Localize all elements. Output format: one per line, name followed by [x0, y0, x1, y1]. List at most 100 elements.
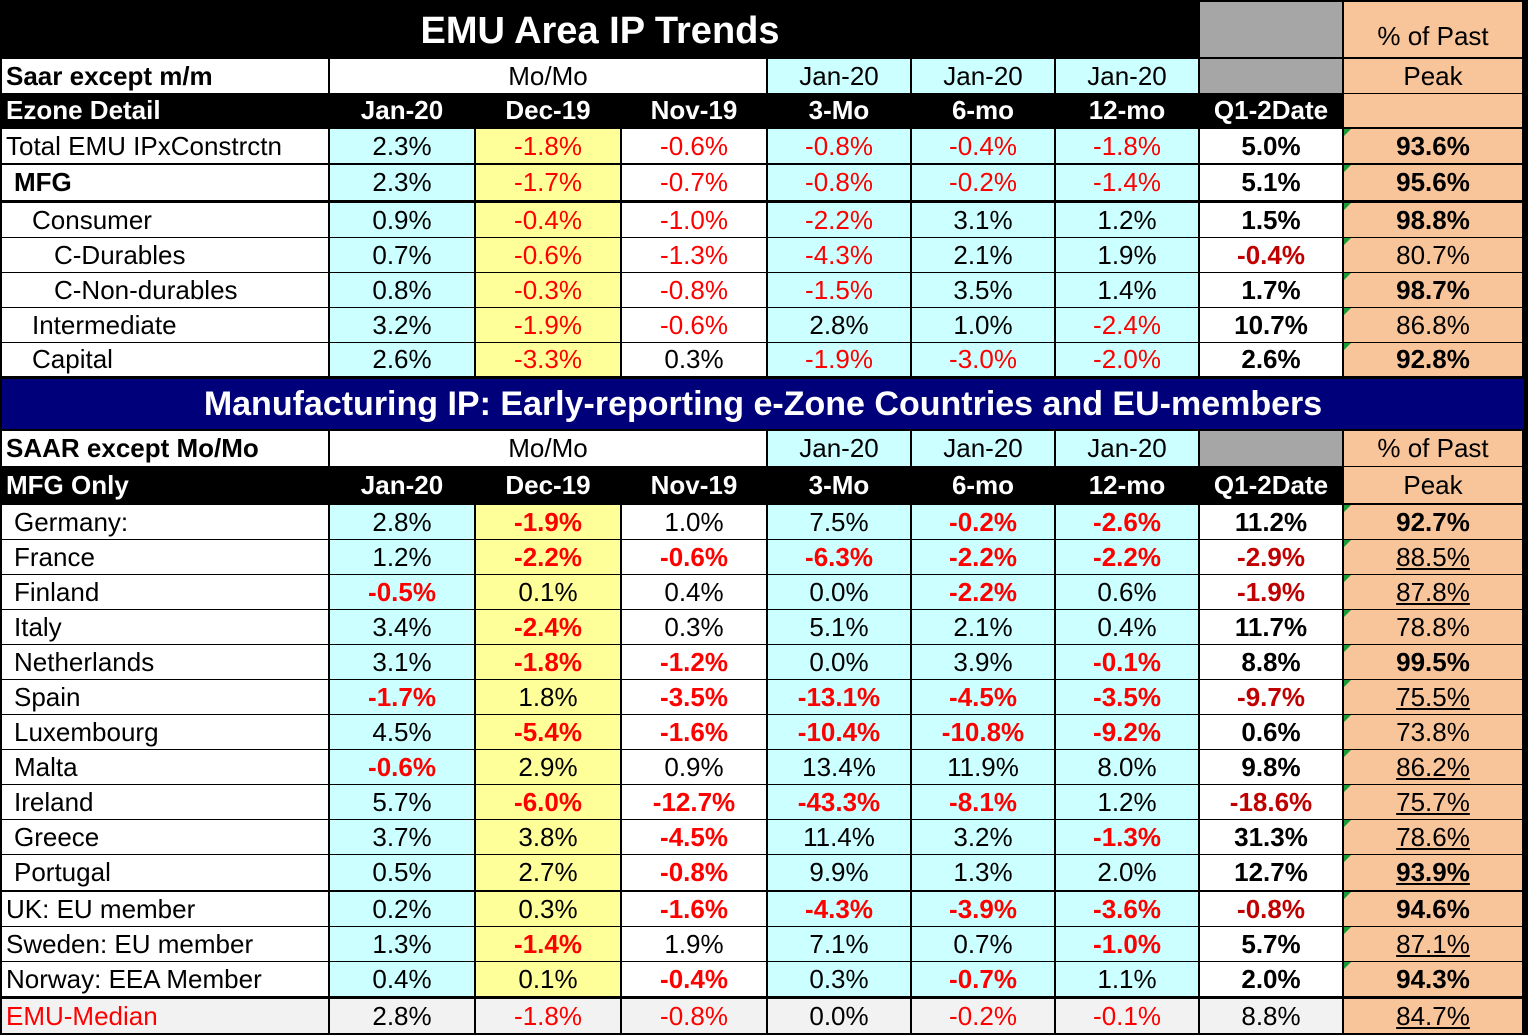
pct-past-header: % of Past: [1344, 2, 1522, 57]
value-cell: -0.2%: [912, 165, 1054, 200]
value-cell: -0.4%: [476, 203, 620, 237]
value-cell: 0.4%: [330, 962, 474, 996]
gray-box: [1200, 431, 1342, 466]
value-cell: -0.7%: [912, 962, 1054, 996]
value-cell: -0.6%: [330, 750, 474, 784]
peak-header-2: Peak: [1344, 467, 1522, 503]
value-cell: -12.7%: [622, 785, 766, 819]
value-cell: 0.6%: [1200, 715, 1342, 749]
green-triangle-icon: [1344, 645, 1351, 652]
green-triangle-icon: [1344, 308, 1351, 315]
value-cell: 0.9%: [622, 750, 766, 784]
table-row: Norway: EEA Member 0.4% 0.1% -0.4% 0.3% -0.7%…: [0, 962, 1528, 996]
gray-box: [1200, 2, 1342, 57]
value-cell: 2.6%: [1200, 343, 1342, 376]
hdr2-label: MFG Only: [2, 467, 328, 503]
peak-cell: 95.6%: [1344, 165, 1522, 200]
header-row-2: MFG Only Jan-20 Dec-19 Nov-19 3-Mo 6-mo 12-mo Q…: [0, 467, 1528, 503]
value-cell: 0.1%: [476, 575, 620, 609]
value-cell: 3.7%: [330, 820, 474, 854]
median-value: 2.8%: [330, 999, 474, 1033]
value-cell: 2.3%: [330, 129, 474, 163]
peak-cell: 80.7%: [1344, 238, 1522, 272]
country-label: Norway: EEA Member: [2, 962, 328, 996]
value-cell: -0.1%: [1056, 645, 1198, 679]
value-cell: 1.9%: [622, 927, 766, 961]
table-row: Germany: 2.8% -1.9% 1.0% 7.5% -0.2% -2.6% 11.2%…: [0, 505, 1528, 539]
header-row-1: SAAR except Mo/Mo Mo/Mo Jan-20 Jan-20 Jan-20…: [0, 431, 1528, 466]
value-cell: 3.2%: [912, 820, 1054, 854]
value-cell: 0.3%: [622, 343, 766, 376]
table-row: Portugal 0.5% 2.7% -0.8% 9.9% 1.3% 2.0% 12.7% 93…: [0, 855, 1528, 890]
green-triangle-icon: [1344, 575, 1351, 582]
peak-cell: 88.5%: [1344, 540, 1522, 574]
value-cell: 1.3%: [330, 927, 474, 961]
value-cell: -1.6%: [622, 892, 766, 926]
value-cell: -18.6%: [1200, 785, 1342, 819]
row-label: C-Durables: [2, 238, 328, 272]
green-triangle-icon: [1344, 273, 1351, 280]
value-cell: -2.9%: [1200, 540, 1342, 574]
value-cell: 1.8%: [476, 680, 620, 714]
peak-cell: 73.8%: [1344, 715, 1522, 749]
value-cell: -0.4%: [622, 962, 766, 996]
value-cell: -2.6%: [1056, 505, 1198, 539]
row-label: Capital: [2, 343, 328, 376]
value-cell: 3.5%: [912, 273, 1054, 307]
green-triangle-icon: [1344, 927, 1351, 934]
value-cell: 0.4%: [622, 575, 766, 609]
value-cell: -1.6%: [622, 715, 766, 749]
value-cell: -1.9%: [476, 308, 620, 342]
green-triangle-icon: [1344, 238, 1351, 245]
top-title-row: EMU Area IP Trends % of Past: [0, 2, 1528, 57]
value-cell: -10.4%: [768, 715, 910, 749]
value-cell: 5.1%: [768, 610, 910, 644]
pct-past-header-2: % of Past: [1344, 431, 1522, 466]
median-value: 0.0%: [768, 999, 910, 1033]
table-row: Netherlands 3.1% -1.8% -1.2% 0.0% 3.9% -0.1% 8.…: [0, 645, 1528, 679]
value-cell: 0.7%: [330, 238, 474, 272]
value-cell: 7.5%: [768, 505, 910, 539]
row-label: Total EMU IPxConstrctn: [2, 129, 328, 163]
column-header: Q1-2Date: [1200, 467, 1342, 503]
green-triangle-icon: [1344, 129, 1351, 136]
value-cell: 1.0%: [912, 308, 1054, 342]
value-cell: -0.6%: [622, 129, 766, 163]
country-label: Malta: [2, 750, 328, 784]
value-cell: -5.4%: [476, 715, 620, 749]
value-cell: -3.5%: [1056, 680, 1198, 714]
row-label: C-Non-durables: [2, 273, 328, 307]
hdr-jan: Jan-20: [912, 59, 1054, 93]
country-label: Italy: [2, 610, 328, 644]
value-cell: 4.5%: [330, 715, 474, 749]
peak-cell: 86.2%: [1344, 750, 1522, 784]
hdr-jan: Jan-20: [1056, 431, 1198, 466]
hdr2-label: Ezone Detail: [2, 94, 328, 127]
table-row: Capital 2.6% -3.3% 0.3% -1.9% -3.0% -2.0% 2.6% 9…: [0, 343, 1528, 376]
mid-title: Manufacturing IP: Early-reporting e-Zone…: [2, 379, 1524, 429]
peak-cell: 78.6%: [1344, 820, 1522, 854]
green-triangle-icon: [1344, 750, 1351, 757]
median-value: -0.2%: [912, 999, 1054, 1033]
country-label: Greece: [2, 820, 328, 854]
value-cell: 2.7%: [476, 855, 620, 890]
median-value: -0.8%: [622, 999, 766, 1033]
value-cell: 5.1%: [1200, 165, 1342, 200]
value-cell: -0.8%: [622, 273, 766, 307]
value-cell: 31.3%: [1200, 820, 1342, 854]
value-cell: -3.0%: [912, 343, 1054, 376]
peak-header: Peak: [1344, 59, 1522, 93]
table-row: France 1.2% -2.2% -0.6% -6.3% -2.2% -2.2% -2.9%…: [0, 540, 1528, 574]
value-cell: 2.8%: [768, 308, 910, 342]
peak-cell: 98.8%: [1344, 203, 1522, 237]
value-cell: -1.4%: [1056, 165, 1198, 200]
value-cell: -10.8%: [912, 715, 1054, 749]
value-cell: 2.0%: [1056, 855, 1198, 890]
value-cell: -1.9%: [476, 505, 620, 539]
value-cell: -2.0%: [1056, 343, 1198, 376]
value-cell: -1.7%: [330, 680, 474, 714]
value-cell: 0.0%: [768, 645, 910, 679]
value-cell: -43.3%: [768, 785, 910, 819]
value-cell: -9.2%: [1056, 715, 1198, 749]
value-cell: -2.2%: [912, 575, 1054, 609]
